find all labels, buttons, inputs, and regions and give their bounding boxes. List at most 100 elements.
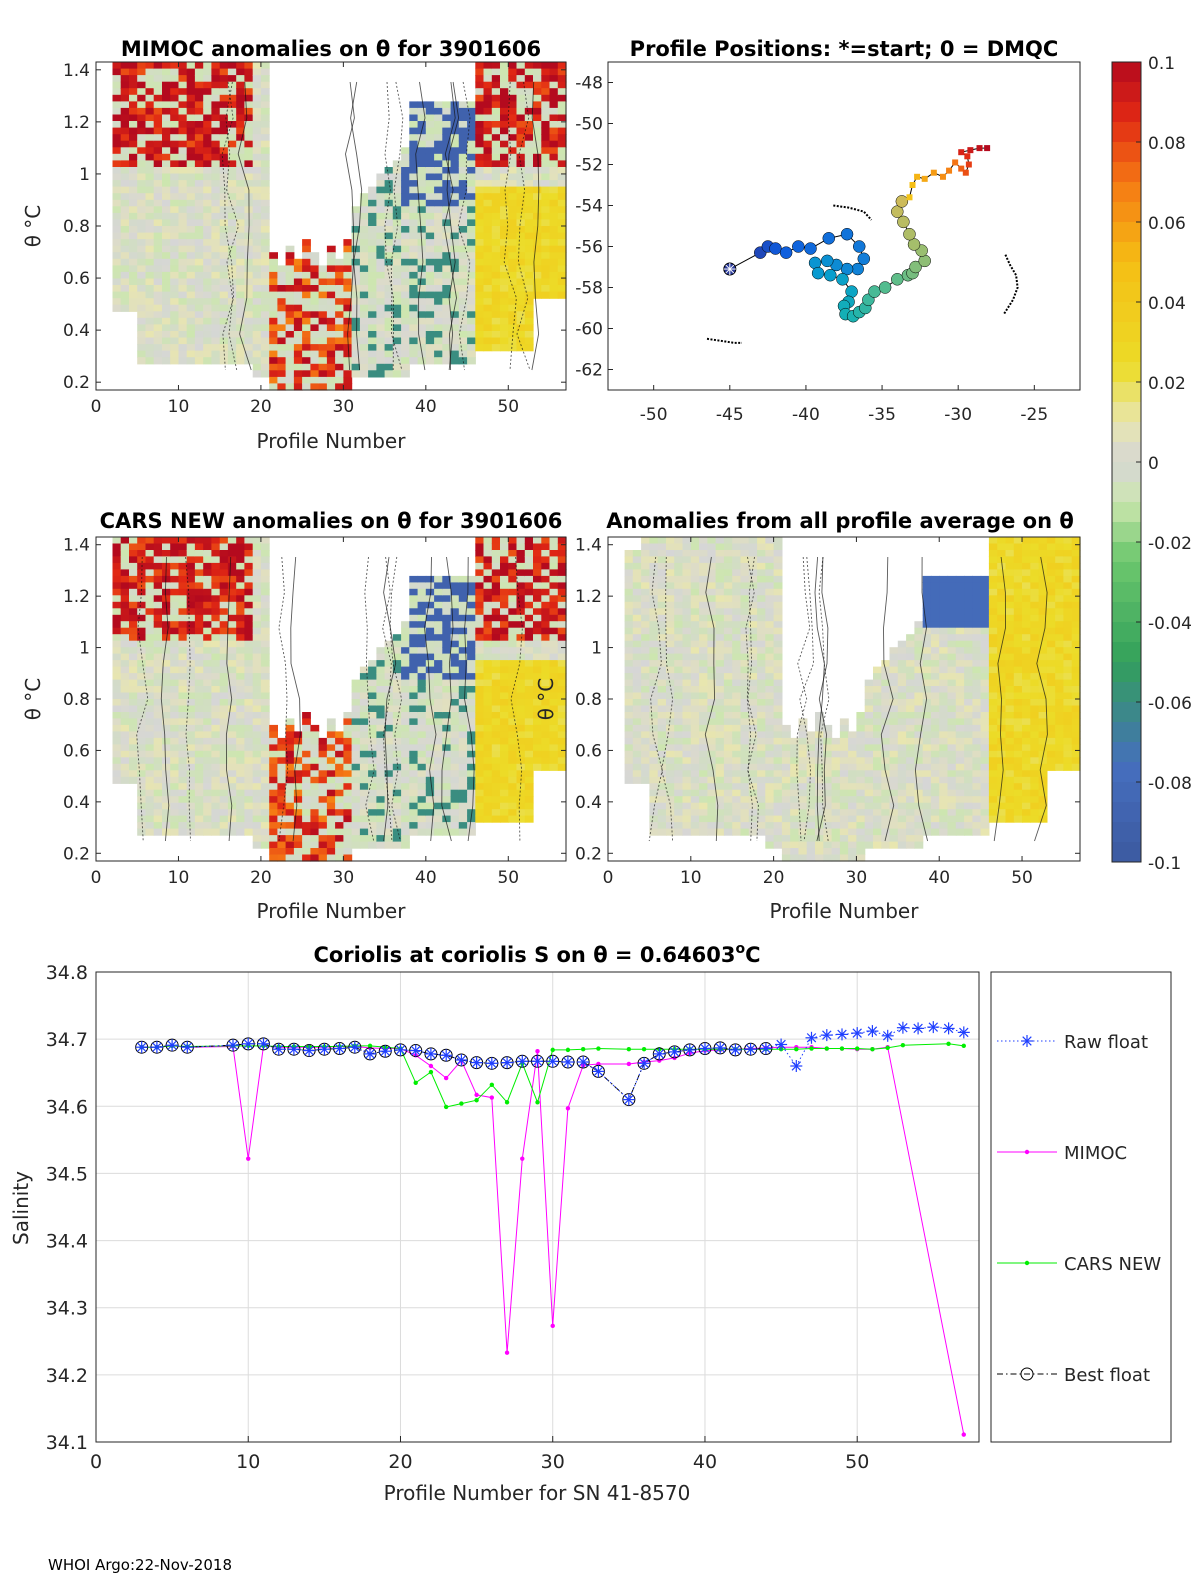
heatmap-cell [508, 796, 518, 804]
heatmap-cell [351, 265, 361, 273]
heatmap-cell [186, 653, 196, 661]
heatmap-cell [178, 186, 188, 194]
heatmap-cell [376, 828, 386, 836]
heatmap-cell [401, 245, 410, 253]
heatmap-cell [260, 147, 270, 155]
heatmap-cell [178, 647, 188, 655]
heatmap-cell [624, 737, 634, 745]
heatmap-cell [392, 712, 402, 720]
heatmap-cell [425, 107, 435, 116]
heatmap-cell [732, 575, 742, 583]
heatmap-cell [318, 763, 328, 771]
heatmap-cell [417, 173, 427, 181]
heatmap-cell [310, 363, 320, 371]
heatmap-cell [666, 634, 675, 642]
heatmap-cell [516, 770, 526, 778]
heatmap-cell [310, 298, 320, 306]
heatmap-cell [533, 127, 542, 135]
heatmap-cell [194, 252, 204, 260]
heatmap-cell [409, 822, 419, 830]
heatmap-cell [516, 802, 526, 810]
heatmap-cell [732, 731, 742, 739]
heatmap-cell [211, 653, 221, 661]
heatmap-cell [137, 614, 146, 622]
heatmap-cell [467, 763, 476, 771]
heatmap-cell [491, 543, 501, 551]
heatmap-cell [153, 647, 163, 655]
heatmap-cell [516, 304, 526, 312]
heatmap-cell [260, 796, 270, 804]
heatmap-cell [458, 627, 468, 635]
heatmap-cell [483, 796, 493, 804]
heatmap-cell [483, 212, 493, 221]
heatmap-cell [557, 588, 567, 596]
heatmap-cell [533, 232, 542, 240]
heatmap-cell [434, 219, 443, 227]
heatmap-cell [368, 212, 377, 221]
heatmap-cell [186, 550, 196, 558]
heatmap-cell [285, 363, 295, 371]
heatmap-cell [467, 718, 476, 726]
heatmap-cell [244, 298, 254, 306]
heatmap-cell [483, 543, 493, 551]
heatmap-cell [376, 731, 386, 739]
heatmap-cell [137, 101, 146, 109]
heatmap-cell [682, 627, 692, 635]
heatmap-cell [467, 601, 476, 609]
heatmap-cell [293, 815, 303, 823]
heatmap-cell [392, 647, 402, 655]
heatmap-cell [285, 278, 295, 286]
heatmap-cell [376, 232, 386, 240]
heatmap-cell [475, 219, 485, 227]
heatmap-cell [732, 757, 742, 765]
heatmap-cell [740, 705, 750, 713]
heatmap-cell [112, 653, 122, 661]
heatmap-cell [392, 232, 402, 240]
heatmap-cell [409, 298, 419, 306]
heatmap-cell [417, 232, 427, 240]
heatmap-cell [409, 180, 419, 188]
heatmap-cell [467, 634, 476, 642]
heatmap-cell [442, 291, 452, 299]
heatmap-cell [392, 271, 402, 280]
heatmap-cell [516, 81, 526, 89]
x-tick-label: 30 [333, 868, 355, 888]
heatmap-cell [699, 582, 708, 590]
heatmap-cell [252, 595, 262, 603]
heatmap-cell [137, 757, 146, 765]
heatmap-cell [129, 147, 138, 155]
heatmap-cell [260, 614, 270, 622]
heatmap-cell [260, 627, 270, 635]
heatmap-cell [170, 186, 179, 194]
heatmap-cell [351, 679, 361, 687]
heatmap-cell [508, 173, 518, 181]
heatmap-cell [401, 252, 410, 260]
heatmap-cell [483, 304, 493, 312]
heatmap-cell [707, 556, 717, 564]
heatmap-cell [145, 627, 155, 635]
heatmap-cell [541, 562, 551, 570]
heatmap-cell [549, 153, 559, 161]
heatmap-cell [417, 107, 427, 116]
heatmap-cell [715, 666, 725, 674]
heatmap-cell [269, 809, 278, 817]
heatmap-cell [500, 167, 509, 175]
heatmap-cell [541, 757, 551, 765]
heatmap-cell [732, 660, 742, 668]
heatmap-cell [723, 562, 733, 570]
heatmap-cell [475, 614, 485, 622]
heatmap-cell [384, 744, 394, 752]
heatmap-cell [458, 828, 468, 836]
heatmap-cell [219, 88, 229, 96]
heatmap-cell [145, 757, 155, 765]
heatmap-cell [269, 304, 278, 312]
heatmap-cell [343, 783, 353, 791]
heatmap-cell [450, 828, 460, 836]
heatmap-cell [392, 673, 402, 681]
heatmap-cell [203, 140, 212, 148]
heatmap-cell [145, 127, 155, 135]
heatmap-cell [409, 679, 419, 687]
heatmap-cell [401, 666, 410, 674]
heatmap-cell [252, 588, 262, 596]
heatmap-cell [285, 724, 295, 732]
